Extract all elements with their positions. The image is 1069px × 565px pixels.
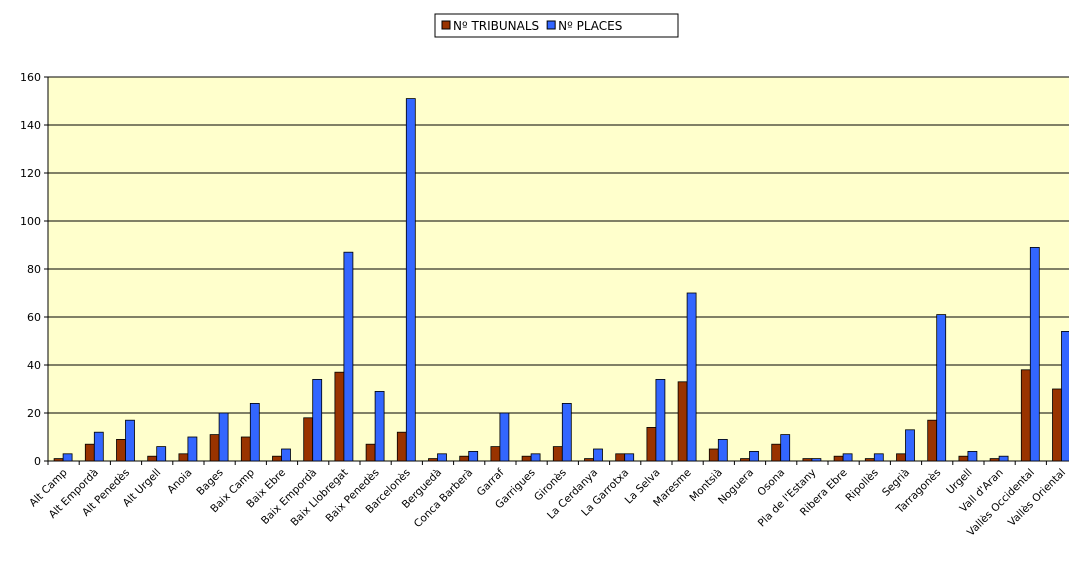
y-tick-label: 0: [34, 455, 41, 468]
y-tick-label: 20: [27, 407, 41, 420]
y-tick-label: 40: [27, 359, 41, 372]
bar: [459, 455, 470, 462]
bar: [1020, 369, 1031, 462]
bar: [530, 453, 541, 462]
y-tick-label: 100: [20, 215, 41, 228]
bar: [428, 458, 438, 462]
bar: [156, 446, 167, 462]
y-tick-label: 140: [20, 119, 41, 132]
bar: [593, 448, 603, 462]
bar: [343, 251, 354, 462]
bar: [249, 402, 260, 462]
bar: [584, 458, 594, 462]
bar: [896, 453, 906, 462]
bar: [312, 378, 323, 462]
bar: [1052, 388, 1062, 462]
x-tick-label: Conca Barberà: [412, 467, 475, 530]
bar: [998, 455, 1009, 462]
bar: [624, 453, 635, 462]
bar: [62, 453, 73, 462]
legend-swatch: [441, 20, 451, 30]
bar: [499, 412, 510, 462]
bar: [686, 292, 697, 462]
legend-box: [434, 13, 679, 38]
bar: [490, 446, 501, 462]
bar: [811, 458, 822, 462]
bar: [187, 436, 198, 462]
bar: [740, 458, 750, 462]
bar: [116, 438, 126, 462]
y-tick-label: 160: [20, 71, 41, 84]
bar: [989, 458, 1000, 462]
bar: [209, 434, 220, 462]
bar: [1029, 246, 1040, 462]
bar: [405, 98, 416, 462]
legend-label: Nº PLACES: [558, 19, 622, 33]
bar: [1061, 330, 1069, 462]
bar: [240, 436, 251, 462]
bar: [802, 458, 813, 462]
bar: [905, 429, 915, 462]
legend-swatch: [546, 20, 556, 30]
bar: [927, 419, 938, 462]
bar: [677, 381, 688, 462]
bar: [53, 458, 64, 462]
bar: [272, 455, 282, 462]
bar: [958, 455, 969, 462]
x-tick-label: Baix Empordà: [259, 467, 319, 527]
bar: [646, 426, 657, 462]
bar: [864, 458, 875, 462]
bar: [708, 448, 719, 462]
bar: [561, 402, 572, 462]
bar: [334, 371, 345, 462]
y-tick-label: 120: [20, 167, 41, 180]
bar: [84, 443, 95, 462]
bar: [468, 450, 479, 462]
bar: [218, 412, 229, 462]
x-tick-label: Anoia: [165, 467, 194, 496]
bar: [365, 443, 376, 462]
bar: [396, 431, 407, 462]
bar: [125, 419, 135, 462]
bar: [833, 455, 844, 462]
bar: [374, 390, 385, 462]
bar: [615, 453, 626, 462]
x-tick-label: Ripollès: [843, 467, 881, 505]
bar: [437, 453, 447, 462]
bar: [552, 446, 563, 462]
bar: [936, 314, 947, 462]
bar: [717, 438, 728, 462]
bar: [147, 455, 158, 462]
x-tick-label: Urgell: [944, 467, 974, 497]
bar: [873, 453, 884, 462]
bar: [655, 378, 666, 462]
bar: [281, 448, 291, 462]
bar: [749, 450, 759, 462]
bar: [967, 450, 978, 462]
y-tick-label: 80: [27, 263, 41, 276]
x-tick-label: Vallès Oriental: [1006, 467, 1068, 529]
bar: [303, 417, 314, 462]
bar: [93, 431, 104, 462]
bar: [521, 455, 532, 462]
legend-label: Nº TRIBUNALS: [453, 19, 539, 33]
bar: [842, 453, 853, 462]
y-tick-label: 60: [27, 311, 41, 324]
legend: Nº TRIBUNALS Nº PLACES: [434, 13, 679, 38]
bar: [780, 434, 791, 462]
bar: [771, 443, 782, 462]
bar: [178, 453, 189, 462]
